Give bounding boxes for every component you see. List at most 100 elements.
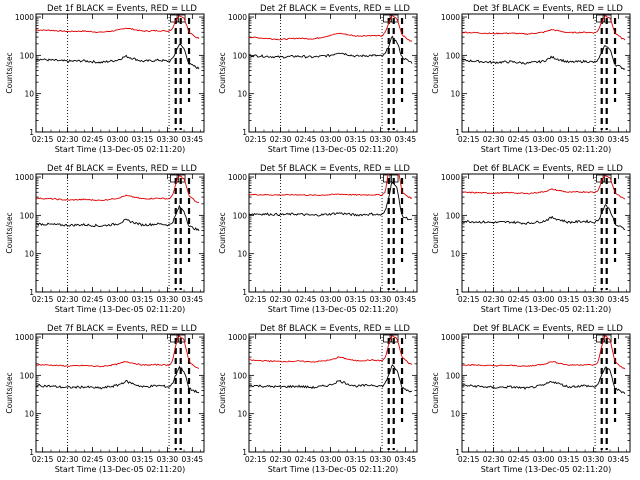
- y-tick-label: 1: [242, 448, 247, 457]
- series-events-line: [36, 44, 200, 70]
- y-tick-label: 1000: [15, 13, 34, 22]
- y-tick-label: 1000: [441, 13, 460, 22]
- x-tick-label: 03:00: [533, 295, 555, 304]
- panel-6: Det 6f BLACK = Events, RED = LLD 1 10 100 10…: [431, 164, 631, 314]
- chart-title: Det 9f BLACK = Events, RED = LLD: [473, 324, 623, 334]
- x-tick-label: 03:30: [370, 455, 392, 464]
- x-tick-label: 03:15: [132, 135, 154, 144]
- series-events-line: [36, 365, 200, 394]
- x-tick-label: 02:45: [295, 455, 317, 464]
- y-tick-label: 1000: [228, 13, 247, 22]
- y-axis-label: Counts/sec: [431, 372, 440, 413]
- y-tick-label: 10: [24, 410, 34, 419]
- y-tick-label: 10: [24, 90, 34, 99]
- x-tick-label: 03:30: [370, 295, 392, 304]
- y-tick-label: 1: [242, 128, 247, 137]
- x-axis-label: Start Time (13-Dec-05 02:11:20): [268, 145, 399, 154]
- y-axis-label: Counts/sec: [218, 52, 227, 93]
- panel-9: Det 9f BLACK = Events, RED = LLD 1 10 100 10…: [431, 324, 631, 474]
- plot-frame: [248, 333, 418, 453]
- x-tick-label: 02:15: [32, 455, 54, 464]
- series-lld-line: [462, 334, 626, 370]
- x-tick-label: 03:15: [558, 295, 580, 304]
- panel-8: Det 8f BLACK = Events, RED = LLD 1 10 100 10…: [218, 324, 418, 474]
- panel-2: Det 2f BLACK = Events, RED = LLD 1 10 100 10…: [218, 4, 418, 154]
- chart-title: Det 4f BLACK = Events, RED = LLD: [47, 164, 197, 174]
- attenuator-box: [389, 14, 399, 23]
- plot-frame: [248, 13, 418, 133]
- x-tick-label: 03:00: [107, 135, 129, 144]
- series-events-line: [249, 35, 413, 64]
- y-tick-label: 100: [20, 51, 35, 60]
- series-lld-line: [462, 175, 626, 200]
- x-tick-label: 03:30: [583, 135, 605, 144]
- x-tick-label: 03:30: [583, 455, 605, 464]
- y-tick-label: 10: [237, 250, 247, 259]
- x-tick-label: 03:30: [583, 295, 605, 304]
- x-tick-label: 03:30: [157, 455, 179, 464]
- x-tick-label: 02:30: [483, 135, 505, 144]
- x-tick-label: 03:15: [345, 135, 367, 144]
- x-tick-label: 02:30: [483, 295, 505, 304]
- y-tick-label: 100: [233, 51, 248, 60]
- x-tick-label: 02:15: [458, 295, 480, 304]
- y-tick-label: 1000: [441, 333, 460, 342]
- attenuator-box: [389, 174, 399, 183]
- x-tick-label: 03:45: [608, 135, 630, 144]
- x-tick-label: 03:15: [132, 455, 154, 464]
- plot-frame: [35, 13, 205, 133]
- x-tick-label: 03:45: [395, 135, 417, 144]
- x-tick-label: 02:15: [245, 455, 267, 464]
- y-tick-label: 10: [450, 250, 460, 259]
- x-tick-label: 03:45: [395, 295, 417, 304]
- x-tick-label: 03:15: [558, 135, 580, 144]
- y-tick-label: 1000: [441, 173, 460, 182]
- chart-title: Det 3f BLACK = Events, RED = LLD: [473, 4, 623, 14]
- y-tick-label: 1: [29, 448, 34, 457]
- x-tick-label: 02:45: [295, 135, 317, 144]
- panel-5: Det 5f BLACK = Events, RED = LLD 1 10 100 10…: [218, 164, 418, 314]
- x-axis-label: Start Time (13-Dec-05 02:11:20): [481, 305, 612, 314]
- y-tick-label: 100: [20, 371, 35, 380]
- y-tick-label: 100: [446, 51, 461, 60]
- attenuator-box: [382, 174, 392, 183]
- x-axis-label: Start Time (13-Dec-05 02:11:20): [55, 465, 186, 474]
- x-tick-label: 03:45: [608, 295, 630, 304]
- x-tick-label: 03:45: [182, 455, 204, 464]
- y-tick-label: 1: [455, 448, 460, 457]
- y-tick-label: 1: [29, 288, 34, 297]
- y-tick-label: 1: [242, 288, 247, 297]
- y-axis-label: Counts/sec: [5, 372, 14, 413]
- x-tick-label: 03:15: [132, 295, 154, 304]
- x-tick-label: 02:45: [508, 455, 530, 464]
- panel-3: Det 3f BLACK = Events, RED = LLD 1 10 100 10…: [431, 4, 631, 154]
- x-tick-label: 03:45: [395, 455, 417, 464]
- x-tick-label: 03:15: [345, 455, 367, 464]
- x-tick-label: 02:45: [82, 135, 104, 144]
- x-tick-label: 02:15: [458, 455, 480, 464]
- x-tick-label: 02:30: [57, 455, 79, 464]
- x-tick-label: 03:30: [370, 135, 392, 144]
- y-tick-label: 10: [450, 410, 460, 419]
- x-tick-label: 03:00: [320, 135, 342, 144]
- chart-title: Det 5f BLACK = Events, RED = LLD: [260, 164, 410, 174]
- attenuator-box: [176, 334, 186, 343]
- y-tick-label: 10: [450, 90, 460, 99]
- series-lld-line: [36, 175, 200, 204]
- y-tick-label: 1: [455, 128, 460, 137]
- attenuator-box: [602, 14, 612, 23]
- plot-frame: [461, 13, 631, 133]
- panel-4: Det 4f BLACK = Events, RED = LLD 1 10 100 10…: [5, 164, 205, 314]
- x-tick-label: 03:00: [533, 455, 555, 464]
- plot-frame: [461, 333, 631, 453]
- attenuator-box: [602, 334, 612, 343]
- series-events-line: [249, 181, 413, 221]
- x-axis-label: Start Time (13-Dec-05 02:11:20): [268, 305, 399, 314]
- x-axis-label: Start Time (13-Dec-05 02:11:20): [268, 465, 399, 474]
- y-tick-label: 10: [237, 90, 247, 99]
- x-tick-label: 03:00: [533, 135, 555, 144]
- x-tick-label: 02:45: [82, 455, 104, 464]
- panel-1: Det 1f BLACK = Events, RED = LLD 1 10 100 10…: [5, 4, 205, 154]
- panel-7: Det 7f BLACK = Events, RED = LLD 1 10 100 10…: [5, 324, 205, 474]
- series-events-line: [249, 364, 413, 393]
